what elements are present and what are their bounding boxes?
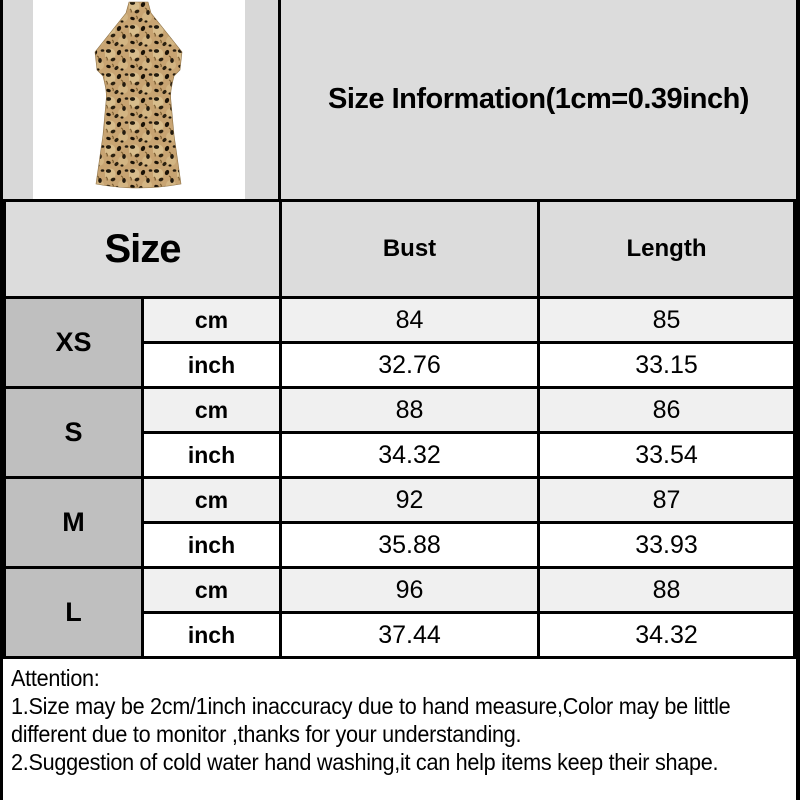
unit-label: inch [140, 341, 283, 389]
column-header-length: Length [537, 199, 796, 299]
bust-value: 32.76 [279, 341, 541, 389]
size-table: Size Bust Length XS cm 84 85 inch 32.76 … [2, 199, 796, 659]
attention-heading: Attention: [11, 665, 100, 691]
unit-label: cm [140, 386, 283, 434]
top-banner: Size Information(1cm=0.39inch) [3, 0, 796, 199]
attention-section: Attention: 1.Size may be 2cm/1inch inacc… [3, 659, 796, 776]
size-label-m: M [3, 476, 144, 569]
bust-value: 92 [279, 476, 541, 524]
table-row: M cm 92 87 [3, 476, 796, 569]
length-value: 33.93 [537, 521, 796, 569]
bust-value: 96 [279, 566, 541, 614]
column-header-size: Size [2, 199, 283, 299]
dress-silhouette [94, 1, 183, 189]
length-value: 87 [537, 476, 796, 524]
length-value: 33.15 [537, 341, 796, 389]
table-row: inch 37.44 34.32 [5, 611, 796, 659]
table-row: L cm 96 88 [3, 566, 796, 659]
table-row: inch 34.32 33.54 [5, 431, 796, 479]
leopard-dress-image [94, 1, 183, 189]
size-label-s: S [3, 386, 144, 479]
product-photo [33, 0, 245, 199]
unit-label: inch [140, 611, 283, 659]
length-value: 34.32 [537, 611, 796, 659]
unit-label: inch [140, 431, 283, 479]
table-row: XS cm 84 85 [3, 296, 796, 389]
bust-value: 35.88 [279, 521, 541, 569]
length-value: 33.54 [537, 431, 796, 479]
size-label-l: L [3, 566, 144, 659]
bust-value: 37.44 [279, 611, 541, 659]
length-value: 88 [537, 566, 796, 614]
length-value: 85 [537, 296, 796, 344]
table-header-row: Size Bust Length [2, 199, 796, 299]
attention-line: different due to monitor ,thanks for you… [11, 721, 522, 747]
bust-value: 84 [279, 296, 541, 344]
table-row: inch 32.76 33.15 [5, 341, 796, 389]
size-label-xs: XS [3, 296, 144, 389]
unit-label: inch [140, 521, 283, 569]
table-row: inch 35.88 33.93 [5, 521, 796, 569]
unit-label: cm [140, 566, 283, 614]
bust-value: 34.32 [279, 431, 541, 479]
attention-line: 2.Suggestion of cold water hand washing,… [11, 749, 719, 775]
bust-value: 88 [279, 386, 541, 434]
unit-label: cm [140, 476, 283, 524]
length-value: 86 [537, 386, 796, 434]
attention-line: 1.Size may be 2cm/1inch inaccuracy due t… [11, 693, 731, 719]
page-title: Size Information(1cm=0.39inch) [328, 83, 749, 115]
table-row: S cm 88 86 [3, 386, 796, 479]
column-header-bust: Bust [279, 199, 541, 299]
title-banner: Size Information(1cm=0.39inch) [281, 0, 796, 199]
product-photo-cell [3, 0, 281, 199]
unit-label: cm [140, 296, 283, 344]
